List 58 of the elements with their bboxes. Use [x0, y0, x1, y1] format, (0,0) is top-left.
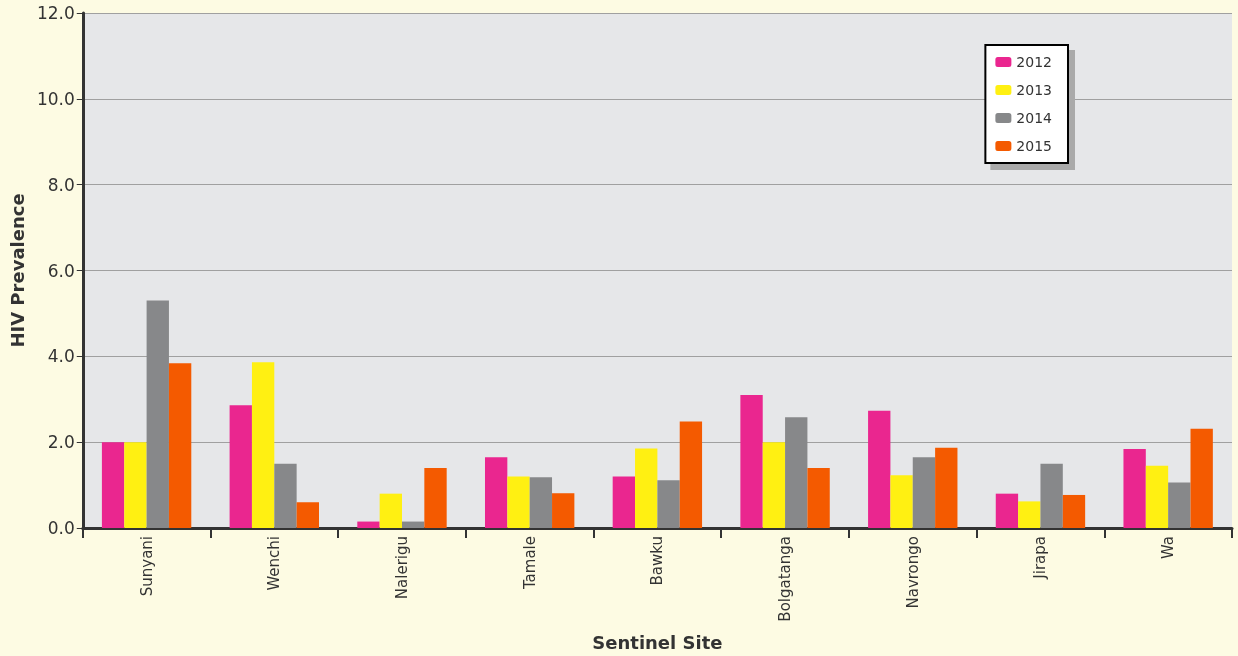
bar	[229, 405, 252, 528]
bar	[274, 463, 297, 528]
bar	[101, 442, 125, 528]
bar	[424, 467, 447, 528]
legend-label: 2014	[1016, 110, 1053, 126]
bar	[762, 442, 786, 528]
bar	[251, 362, 275, 528]
bar	[357, 521, 380, 528]
x-tick-label: Nalerigu	[392, 536, 411, 600]
bar	[868, 410, 891, 528]
y-tick-label: 2.0	[47, 432, 75, 453]
bar	[401, 521, 425, 528]
bar	[168, 363, 192, 528]
x-tick-label: Navrongo	[903, 536, 922, 609]
x-tick-label: Wenchi	[265, 536, 284, 591]
y-axis-title: HIV Prevalence	[6, 193, 28, 348]
bar	[529, 477, 553, 528]
x-tick-label: Sunyani	[137, 536, 156, 597]
legend-label: 2012	[1016, 54, 1053, 70]
y-tick-label: 10.0	[36, 88, 75, 109]
bar	[1123, 449, 1146, 528]
bar	[740, 394, 763, 528]
bar	[912, 457, 936, 528]
bar	[679, 421, 703, 528]
bar	[1168, 482, 1191, 528]
bar	[1145, 465, 1169, 528]
x-tick-label: Bolgatanga	[776, 536, 795, 622]
legend-label: 2015	[1016, 138, 1053, 154]
x-tick-label: Jirapa	[1031, 536, 1050, 580]
bar	[124, 442, 147, 528]
legend-label: 2013	[1016, 82, 1053, 98]
y-tick-label: 4.0	[47, 346, 75, 367]
bar	[296, 502, 319, 528]
x-tick-label: Bawku	[648, 536, 667, 586]
bar	[657, 480, 680, 528]
bar	[785, 417, 808, 528]
bar	[1062, 494, 1086, 528]
bar	[635, 448, 658, 528]
bar	[890, 475, 913, 528]
bar	[507, 476, 530, 528]
x-axis-title: Sentinel Site	[592, 631, 723, 653]
bar	[612, 476, 636, 528]
bar	[552, 493, 575, 528]
bar	[1040, 463, 1063, 528]
x-tick-label: Wa	[1159, 536, 1178, 560]
bar	[935, 447, 958, 528]
y-tick-label: 0.0	[47, 518, 75, 538]
bar	[807, 467, 830, 528]
bar	[1018, 501, 1041, 528]
bar	[1190, 428, 1213, 528]
bar	[146, 300, 169, 528]
y-tick-label: 8.0	[47, 174, 75, 195]
bar	[484, 457, 508, 528]
bar	[379, 493, 402, 528]
x-tick-label: Tamale	[520, 536, 539, 591]
y-tick-label: 6.0	[47, 260, 75, 281]
y-tick-label: 12.0	[36, 3, 75, 23]
bar	[995, 493, 1019, 528]
